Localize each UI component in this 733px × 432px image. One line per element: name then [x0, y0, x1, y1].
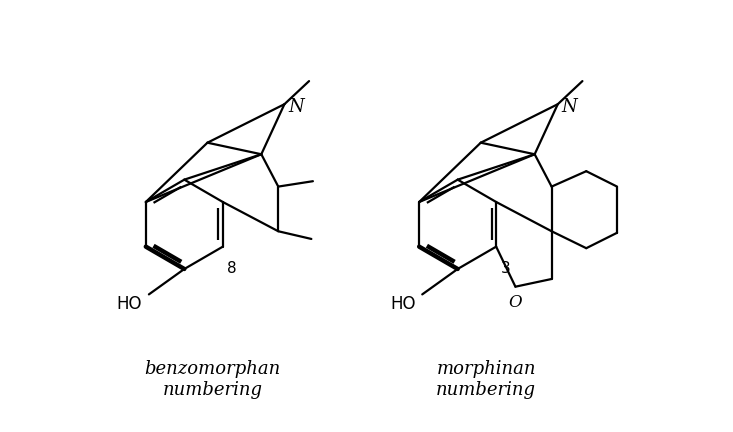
Text: HO: HO — [390, 295, 416, 313]
Text: O: O — [509, 294, 522, 311]
Text: 8: 8 — [227, 261, 237, 276]
Text: 3: 3 — [501, 261, 511, 276]
Text: morphinan
numbering: morphinan numbering — [436, 360, 536, 399]
Text: benzomorphan
numbering: benzomorphan numbering — [144, 360, 281, 399]
Text: N: N — [288, 98, 304, 116]
Text: N: N — [561, 98, 578, 116]
Text: HO: HO — [117, 295, 142, 313]
